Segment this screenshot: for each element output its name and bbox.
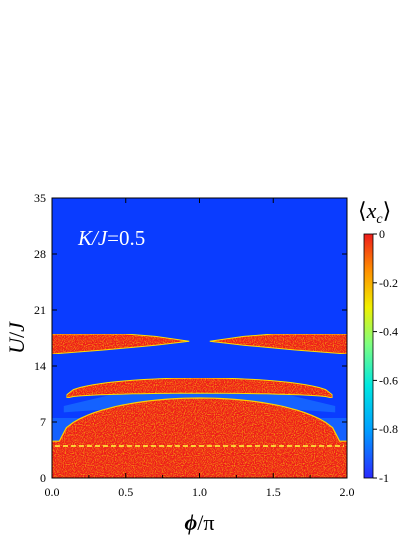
colorbar (363, 233, 374, 479)
colorbar-tick-label: -0.8 (379, 422, 398, 436)
region-middle-band (66, 377, 333, 399)
y-tick-label: 35 (34, 191, 46, 205)
region-lower-dome (52, 398, 347, 478)
x-axis-ticks: 0.0 0.5 1.0 1.5 2.0 (45, 198, 355, 499)
y-tick-label: 14 (34, 359, 46, 373)
heatmap-regions (51, 333, 348, 478)
y-tick-label: 21 (34, 303, 46, 317)
x-tick-label: 1.5 (266, 485, 281, 499)
annotation-label: K/J=0.5 (77, 226, 145, 250)
y-tick-label: 28 (34, 247, 46, 261)
x-tick-label: 2.0 (340, 485, 355, 499)
colorbar-tick-label: 0 (379, 227, 385, 241)
region-upper-right-lobe (209, 333, 348, 355)
colorbar-tick-label: -0.4 (379, 325, 398, 339)
y-tick-label: 7 (40, 415, 46, 429)
y-axis-label: U/J (4, 321, 29, 354)
colorbar-label: ⟨xc⟩ (358, 198, 391, 227)
region-upper-left-lobe (51, 333, 190, 355)
x-tick-label: 1.0 (192, 485, 207, 499)
colorbar-ticks: 0 -0.2 -0.4 -0.6 -0.8 -1 (373, 227, 398, 485)
rim-lower-dome (52, 397, 347, 442)
y-axis-ticks: 0 7 14 21 28 35 (34, 191, 347, 485)
x-tick-label: 0.5 (118, 485, 133, 499)
x-axis-label: ϕ/π (185, 510, 215, 535)
colorbar-tick-label: -0.6 (379, 373, 398, 387)
colorbar-tick-label: -1 (379, 471, 389, 485)
y-tick-label: 0 (40, 471, 46, 485)
colorbar-tick-label: -0.2 (379, 276, 398, 290)
x-tick-label: 0.0 (45, 485, 60, 499)
